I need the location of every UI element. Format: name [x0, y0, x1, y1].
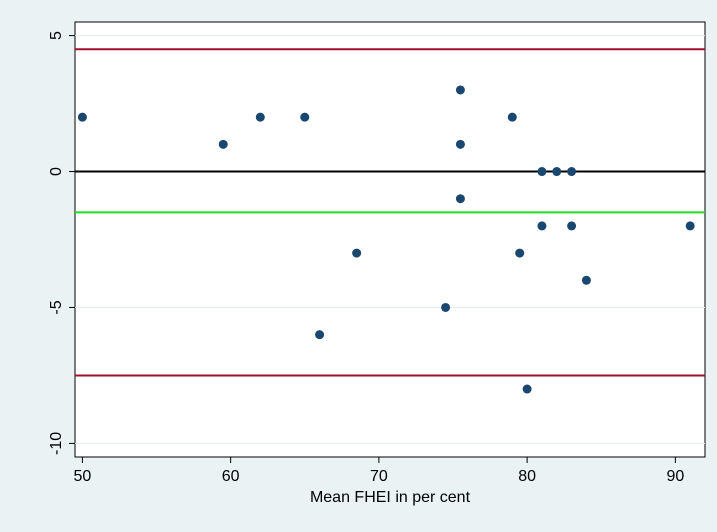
data-point	[77, 112, 87, 122]
data-point	[522, 384, 532, 394]
data-point	[581, 275, 591, 285]
data-point	[537, 221, 547, 231]
x-tick-label: 90	[666, 468, 684, 485]
data-point	[455, 194, 465, 204]
plot-area	[74, 21, 706, 458]
data-point	[552, 167, 562, 177]
data-point	[300, 112, 310, 122]
data-point	[537, 167, 547, 177]
data-point	[455, 139, 465, 149]
data-point	[567, 167, 577, 177]
data-points	[77, 85, 695, 394]
y-tick-label: -10	[48, 432, 65, 455]
x-tick-label: 60	[222, 468, 240, 485]
data-point	[255, 112, 265, 122]
x-tick-label: 70	[370, 468, 388, 485]
data-point	[515, 248, 525, 258]
x-tick-label: 80	[518, 468, 536, 485]
reference-lines	[75, 48, 705, 377]
data-point	[352, 248, 362, 258]
data-point	[455, 85, 465, 95]
data-point	[507, 112, 517, 122]
x-axis-label: Mean FHEI in per cent	[310, 489, 471, 506]
data-point	[685, 221, 695, 231]
x-tick-label: 50	[74, 468, 92, 485]
data-point	[218, 139, 228, 149]
data-point	[567, 221, 577, 231]
y-tick-label: 0	[48, 167, 65, 176]
y-tick-label: -5	[48, 300, 65, 314]
data-point	[315, 330, 325, 340]
data-point	[441, 302, 451, 312]
y-tick-label: 5	[48, 31, 65, 40]
